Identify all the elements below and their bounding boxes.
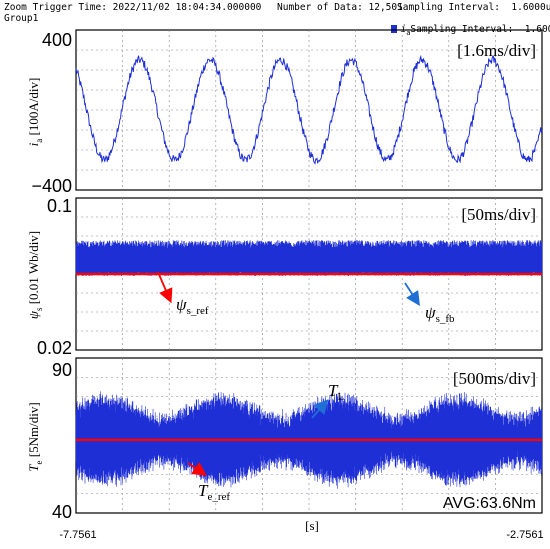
top-time-scale: [1.6ms/div]	[457, 41, 536, 60]
middle-ytick-min: 0.02	[37, 338, 72, 358]
te-ref-sub: e_ref	[207, 491, 230, 503]
middle-ytick-max: 0.1	[47, 196, 72, 216]
bottom-time-scale: [500ms/div]	[453, 369, 536, 388]
middle-ylabel-var: ψ	[26, 310, 41, 319]
current-trace	[75, 54, 543, 165]
middle-ylabel-sub: s	[34, 307, 44, 311]
middle-time-scale: [50ms/div]	[461, 205, 536, 224]
group-label: Group1	[4, 13, 39, 24]
psi-ref-sub: s_ref	[187, 305, 209, 317]
te-ref-arrow	[187, 461, 207, 477]
legend-sub: a	[406, 28, 411, 37]
middle-ylabel-unit: [0.01 Wb/div]	[26, 231, 41, 308]
top-ylabel-unit: [100A/div]	[26, 78, 41, 139]
x-axis-label: [s]	[305, 518, 319, 533]
flux-feedback-trace	[75, 240, 543, 276]
bottom-ytick-max: 90	[52, 360, 72, 380]
number-of-data: Number of Data: 12,501	[277, 2, 403, 13]
psi-fb-arrow	[404, 282, 420, 307]
top-ylabel-sub: a	[34, 139, 44, 143]
bottom-ylabel-unit: [5Nm/div]	[26, 402, 41, 460]
bottom-ylabel: Te [5Nm/div]	[26, 402, 44, 471]
top-ytick-max: 400	[42, 30, 72, 50]
bottom-ylabel-sub: e	[34, 460, 44, 464]
top-ytick-min: −400	[31, 176, 72, 196]
legend-swatch	[391, 25, 398, 33]
x-end-label: -2.7561	[506, 529, 543, 541]
top-ylabel-var: i	[26, 142, 41, 146]
sampling-interval-1: Sampling Interval: 1.6000us	[397, 2, 550, 13]
psi-ref-var: ψ	[176, 295, 187, 314]
tl-label: TL	[328, 381, 344, 403]
psi-ref-arrow	[157, 271, 173, 304]
avg-label: AVG:63.6Nm	[443, 495, 536, 512]
psi-fb-label: ψs_fb	[425, 303, 455, 325]
bottom-ytick-min: 40	[52, 502, 72, 522]
te-ref-label: Te_ref	[198, 481, 230, 503]
middle-ylabel: ψs [0.01 Wb/div]	[26, 231, 44, 319]
psi-ref-label: ψs_ref	[176, 295, 209, 317]
tl-arrow	[311, 399, 329, 419]
trigger-time: Zoom Trigger Time: 2022/11/02 18:04:34.0…	[4, 2, 262, 13]
psi-fb-var: ψ	[425, 303, 436, 322]
tl-sub: L	[337, 391, 344, 403]
bottom-ylabel-var: T	[26, 464, 41, 472]
tl-var: T	[328, 381, 339, 400]
psi-fb-sub: s_fb	[436, 313, 455, 325]
te-ref-var: T	[198, 481, 209, 500]
x-start-label: -7.7561	[59, 529, 96, 541]
top-ylabel: ia [100A/div]	[26, 78, 44, 147]
